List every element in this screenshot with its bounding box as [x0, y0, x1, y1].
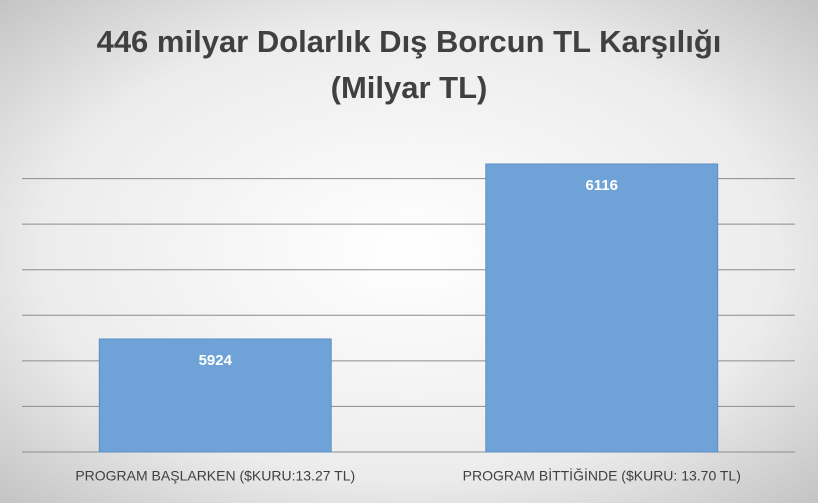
chart-title: (Milyar TL) [331, 70, 488, 105]
x-tick-label: PROGRAM BİTTİĞİNDE ($KURU: 13.70 TL) [463, 467, 741, 484]
bar [485, 163, 719, 453]
x-tick-label: PROGRAM BAŞLARKEN ($KURU:13.27 TL) [75, 468, 355, 484]
value-label: 5924 [199, 352, 233, 369]
bar [98, 338, 332, 453]
value-label: 6116 [585, 177, 618, 194]
chart-title: 446 milyar Dolarlık Dış Borcun TL Karşıl… [97, 24, 722, 59]
